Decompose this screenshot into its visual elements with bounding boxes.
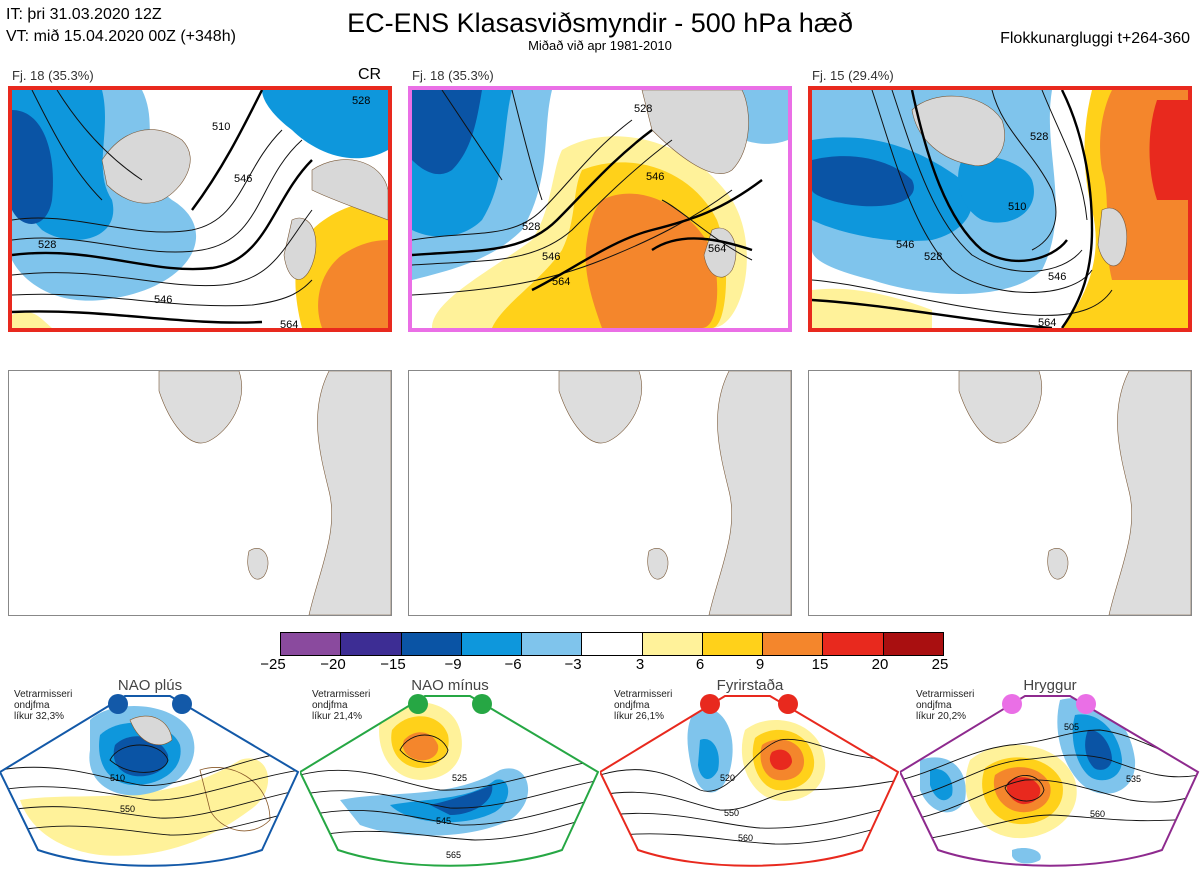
header-run-info: IT: þri 31.03.2020 12Z VT: mið 15.04.202… — [6, 4, 236, 48]
regime-4-title: Hryggur — [1023, 677, 1077, 694]
cluster-2-contour-label: 528 — [634, 103, 652, 115]
page-title: EC-ENS Klasasviðsmyndir - 500 hPa hæð — [347, 8, 853, 38]
cluster-3-contour-label: 546 — [1048, 271, 1066, 283]
regime-2-contour-label: 525 — [452, 773, 467, 783]
colorbar-swatch — [823, 633, 884, 655]
colorbar-swatch — [341, 633, 402, 655]
colorbar-label: −3 — [564, 656, 582, 673]
colorbar-label: 6 — [695, 656, 705, 673]
colorbar-swatch — [522, 633, 583, 655]
regime-2-marker — [408, 694, 428, 714]
cluster-1-contour-label: 564 — [280, 319, 298, 328]
cluster-2-contour-label: 564 — [708, 243, 726, 255]
regime-1-title: NAO plús — [117, 677, 183, 694]
cluster-1-contour-label: 510 — [212, 121, 230, 133]
cluster-2-contour-label: 546 — [646, 171, 664, 183]
regime-1-contour-label: 510 — [110, 773, 125, 783]
colorbar-label: −15 — [380, 656, 406, 673]
colorbar-label: −20 — [320, 656, 346, 673]
regime-4-contour-label: 560 — [1090, 809, 1105, 819]
page-subtitle: Miðað við apr 1981-2010 — [528, 38, 672, 53]
cluster-1-contour-label: 546 — [234, 173, 252, 185]
regime-2-contour-label: 565 — [446, 850, 461, 860]
empty-map-2[interactable] — [408, 370, 792, 616]
regime-4-marker — [1076, 694, 1096, 714]
regime-1-marker — [108, 694, 128, 714]
cluster-2-contour-label: 564 — [552, 276, 570, 288]
init-time-label: IT: þri 31.03.2020 12Z — [6, 6, 162, 23]
cluster-2-map[interactable]: 528 546 564 546 564 528 — [408, 86, 792, 332]
regime-3-title: Fyrirstaða — [716, 677, 784, 694]
colorbar-label: 15 — [811, 656, 829, 673]
regime-3-contour-label: 560 — [738, 833, 753, 843]
regime-1-map[interactable]: 510 550 — [0, 690, 300, 871]
colorbar-swatch — [702, 633, 764, 655]
regime-2-map[interactable]: 525 545 565 — [300, 690, 600, 871]
cluster-3-contour-label: 546 — [896, 239, 914, 251]
colorbar-label: −25 — [260, 656, 286, 673]
empty-map-1[interactable] — [8, 370, 392, 616]
regime-3-contour-label: 520 — [720, 773, 735, 783]
colorbar-swatch — [763, 633, 824, 655]
regime-4-marker — [1002, 694, 1022, 714]
cluster-3-contour-label: 528 — [924, 251, 942, 263]
classification-window-label: Flokkunargluggi t+264-360 — [1000, 30, 1190, 47]
regime-2-title: NAO mínus — [411, 677, 489, 694]
colorbar-swatch — [883, 633, 943, 655]
colorbar-label: −9 — [444, 656, 462, 673]
cluster-1-contour-label: 528 — [38, 239, 56, 251]
colorbar-swatch — [461, 633, 523, 655]
colorbar-label: 9 — [755, 656, 765, 673]
cluster-1-contour-label: 546 — [154, 294, 172, 306]
colorbar-label: 25 — [931, 656, 949, 673]
empty-map-3[interactable] — [808, 370, 1192, 616]
regime-3-marker — [700, 694, 720, 714]
cluster-2-contour-label: 546 — [542, 251, 560, 263]
cluster-1-label: Fj. 18 (35.3%) — [12, 68, 94, 83]
regime-4-map[interactable]: 505 535 560 — [900, 690, 1200, 871]
regime-4-contour-label: 535 — [1126, 774, 1141, 784]
colorbar-label: 20 — [871, 656, 889, 673]
cluster-1-tag: CR — [358, 66, 382, 83]
colorbar-swatch — [281, 633, 342, 655]
valid-time-label: VT: mið 15.04.2020 00Z (+348h) — [6, 28, 236, 45]
colorbar-label: 3 — [635, 656, 645, 673]
cluster-1-contour-label: 528 — [352, 95, 370, 107]
regime-2-marker — [472, 694, 492, 714]
regime-3-map[interactable]: 520 550 560 — [600, 690, 900, 871]
cluster-3-contour-label: 510 — [1008, 201, 1026, 213]
regime-3-marker — [778, 694, 798, 714]
regime-2-info: Vetrarmisseri ondjfma líkur 21,4% — [312, 689, 371, 722]
regime-4-contour-label: 505 — [1064, 722, 1079, 732]
colorbar-swatch — [401, 633, 462, 655]
regime-4-info: Vetrarmisseri ondjfma líkur 20,2% — [916, 689, 975, 722]
cluster-3-contour-label: 564 — [1038, 317, 1056, 328]
cluster-2-contour-label: 528 — [522, 221, 540, 233]
colorbar — [280, 632, 944, 656]
colorbar-swatch — [582, 633, 643, 655]
cluster-3-contour-label: 528 — [1030, 131, 1048, 143]
cluster-1-map[interactable]: 528 546 564 510 546 528 — [8, 86, 392, 332]
regime-3-contour-label: 550 — [724, 808, 739, 818]
cluster-2-label: Fj. 18 (35.3%) — [412, 68, 494, 83]
regime-1-contour-label: 550 — [120, 804, 135, 814]
regime-1-marker — [172, 694, 192, 714]
regime-2-contour-label: 545 — [436, 816, 451, 826]
cluster-3-map[interactable]: 510 528 546 564 528 546 — [808, 86, 1192, 332]
regime-3-info: Vetrarmisseri ondjfma líkur 26,1% — [614, 689, 673, 722]
regime-1-info: Vetrarmisseri ondjfma líkur 32,3% — [14, 689, 73, 722]
colorbar-swatch — [642, 633, 703, 655]
colorbar-label: −6 — [504, 656, 522, 673]
cluster-3-label: Fj. 15 (29.4%) — [812, 68, 894, 83]
